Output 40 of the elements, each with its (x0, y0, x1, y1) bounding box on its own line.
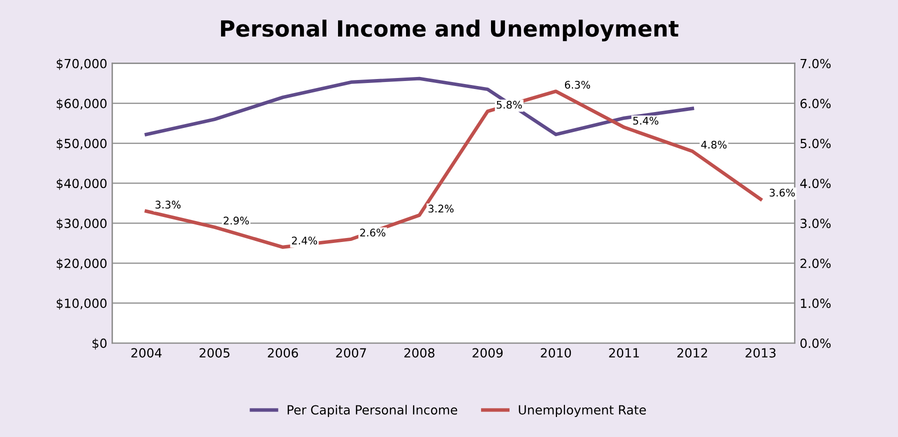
chart-title: Personal Income and Unemployment (221, 20, 678, 42)
legend-label: Unemployment Rate (518, 404, 646, 418)
data-label: 3.6% (770, 188, 795, 197)
x-tick-label: 2012 (677, 348, 708, 358)
y-tick-label: $70,000 (56, 58, 107, 70)
y-tick-label: $10,000 (56, 298, 107, 310)
data-label: 4.8% (701, 140, 727, 149)
x-tick-label: 2009 (472, 348, 503, 358)
x-tick-label: 2004 (131, 348, 162, 358)
line-series (144, 76, 694, 136)
y-tick-label: $60,000 (56, 98, 107, 110)
data-label: 2.6% (360, 228, 386, 237)
data-label: 5.4% (633, 116, 658, 125)
y-tick-label: $40,000 (56, 178, 107, 190)
y2-tick-label: 2.0% (800, 258, 831, 268)
data-label: 3.2% (428, 204, 454, 213)
y2-tick-label: 4.0% (800, 178, 831, 188)
y-tick-label: $20,000 (56, 258, 107, 270)
x-tick-label: 2011 (609, 348, 639, 358)
y-tick-label: $30,000 (56, 218, 107, 230)
x-tick-label: 2005 (200, 348, 230, 358)
y2-tick-label: 7.0% (800, 58, 831, 68)
x-tick-label: 2008 (404, 348, 434, 358)
y2-tick-label: 5.0% (800, 138, 831, 148)
legend-label: Per Capita Personal Income (288, 404, 458, 418)
data-label: 3.3% (156, 200, 181, 209)
data-label: 6.3% (564, 80, 590, 89)
y2-tick-label: 0.0% (800, 338, 831, 348)
y2-tick-label: 6.0% (800, 98, 831, 108)
y2-tick-label: 1.0% (800, 298, 831, 308)
x-tick-label: 2010 (540, 348, 571, 358)
x-tick-label: 2006 (268, 348, 298, 358)
x-tick-label: 2007 (336, 348, 366, 358)
y2-tick-label: 3.0% (800, 218, 831, 228)
data-label: 2.9% (224, 216, 249, 225)
data-label: 2.4% (292, 236, 318, 245)
data-label: 5.8% (496, 100, 522, 109)
y-tick-label: $0 (92, 338, 107, 350)
x-tick-label: 2013 (746, 348, 776, 358)
y-tick-label: $50,000 (56, 138, 107, 150)
